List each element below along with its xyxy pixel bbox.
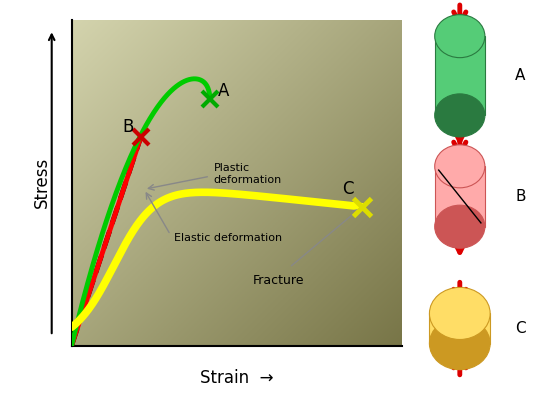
Text: C: C	[515, 321, 526, 336]
Text: Stress: Stress	[33, 157, 51, 208]
Text: C: C	[342, 180, 354, 198]
Ellipse shape	[434, 94, 485, 137]
FancyBboxPatch shape	[434, 36, 485, 116]
Ellipse shape	[430, 318, 490, 370]
Text: Plastic
deformation: Plastic deformation	[213, 163, 282, 185]
Ellipse shape	[434, 205, 485, 248]
Ellipse shape	[434, 145, 485, 188]
Text: Elastic deformation: Elastic deformation	[174, 233, 282, 243]
Text: A: A	[515, 68, 526, 83]
Text: B: B	[123, 118, 134, 136]
Ellipse shape	[434, 15, 485, 58]
Text: Strain  →: Strain →	[200, 369, 273, 387]
Text: Fracture: Fracture	[253, 274, 305, 287]
Text: B: B	[515, 189, 526, 204]
Text: A: A	[218, 81, 230, 99]
FancyBboxPatch shape	[434, 166, 485, 227]
FancyBboxPatch shape	[430, 314, 490, 343]
Ellipse shape	[430, 287, 490, 340]
